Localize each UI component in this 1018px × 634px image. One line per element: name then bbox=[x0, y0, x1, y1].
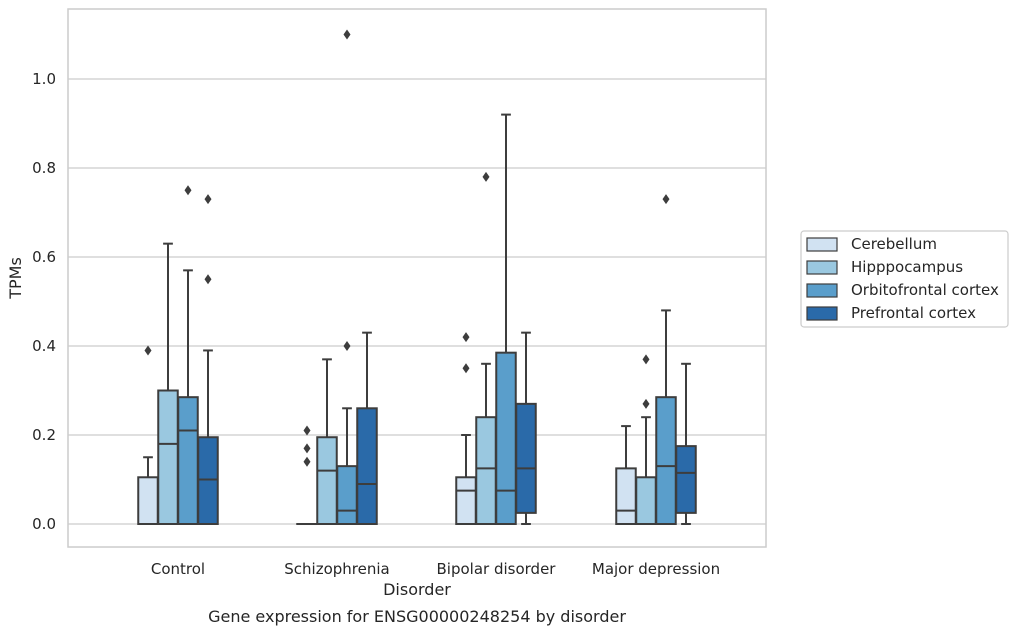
outlier-point bbox=[303, 443, 311, 454]
outlier-point bbox=[462, 363, 470, 374]
x-axis-title: Disorder bbox=[383, 580, 451, 599]
box-group bbox=[475, 171, 497, 526]
box-group bbox=[675, 362, 697, 525]
outlier-point bbox=[204, 194, 212, 205]
y-tick-label: 0.0 bbox=[32, 515, 56, 533]
y-axis-title: TPMs bbox=[6, 257, 25, 300]
legend-swatch bbox=[806, 260, 838, 275]
box bbox=[495, 351, 517, 525]
x-tick-label: Major depression bbox=[592, 560, 720, 578]
outlier-point bbox=[144, 345, 152, 356]
box bbox=[635, 476, 657, 525]
legend-swatch bbox=[806, 306, 838, 321]
legend-frame bbox=[800, 230, 1009, 328]
legend-label: Prefrontal cortex bbox=[851, 304, 976, 322]
box-group bbox=[515, 331, 537, 525]
box bbox=[655, 396, 677, 525]
box bbox=[615, 467, 637, 525]
box bbox=[675, 445, 697, 514]
x-tick-label: Control bbox=[151, 560, 205, 578]
legend: Cerebellum Hipppocampus Orbitofrontal cort… bbox=[800, 230, 1009, 328]
box bbox=[356, 407, 378, 525]
box bbox=[137, 476, 159, 525]
outlier-point bbox=[343, 341, 351, 351]
box-group bbox=[455, 332, 477, 525]
box bbox=[336, 465, 358, 525]
box-group bbox=[655, 194, 677, 525]
y-tick-label: 0.6 bbox=[32, 248, 56, 266]
outlier-point bbox=[482, 171, 490, 182]
box bbox=[316, 436, 338, 526]
outlier-point bbox=[204, 274, 212, 285]
legend-label: Cerebellum bbox=[851, 235, 937, 253]
outlier-point bbox=[303, 425, 311, 436]
x-axis-ticks: Control Schizophrenia Bipolar disorder Majo… bbox=[151, 560, 720, 578]
outlier-point bbox=[662, 194, 670, 205]
box-group bbox=[356, 331, 378, 525]
box-plot-area bbox=[137, 29, 697, 526]
box-group bbox=[635, 354, 657, 525]
y-tick-label: 0.2 bbox=[32, 426, 56, 444]
box-group bbox=[157, 242, 179, 525]
box bbox=[197, 436, 219, 526]
outlier-point bbox=[642, 398, 650, 409]
box bbox=[157, 389, 179, 525]
legend-label: Orbitofrontal cortex bbox=[851, 281, 999, 299]
box-group bbox=[296, 425, 318, 526]
box-group bbox=[316, 358, 338, 526]
outlier-point bbox=[462, 332, 470, 343]
outlier-point bbox=[642, 354, 650, 365]
y-tick-label: 0.8 bbox=[32, 159, 56, 177]
box bbox=[475, 416, 497, 526]
y-axis-ticks: 0.0 0.2 0.4 0.6 0.8 1.0 bbox=[32, 70, 56, 533]
legend-label: Hipppocampus bbox=[851, 258, 963, 276]
y-tick-label: 0.4 bbox=[32, 337, 56, 355]
box-group bbox=[615, 425, 637, 525]
box-group bbox=[177, 185, 199, 525]
x-tick-label: Schizophrenia bbox=[284, 560, 389, 578]
box bbox=[455, 476, 477, 525]
x-tick-label: Bipolar disorder bbox=[437, 560, 557, 578]
box-group bbox=[495, 113, 517, 525]
plot-frame bbox=[67, 8, 767, 548]
box bbox=[515, 402, 537, 514]
outlier-point bbox=[343, 29, 351, 40]
box-group bbox=[336, 29, 358, 525]
legend-swatch bbox=[806, 283, 838, 298]
outlier-point bbox=[303, 456, 311, 467]
y-tick-label: 1.0 bbox=[32, 70, 56, 88]
box bbox=[177, 396, 199, 525]
legend-swatch bbox=[806, 237, 838, 252]
box-group bbox=[197, 194, 219, 526]
outlier-point bbox=[184, 185, 192, 196]
chart-caption: Gene expression for ENSG00000248254 by d… bbox=[208, 607, 626, 626]
